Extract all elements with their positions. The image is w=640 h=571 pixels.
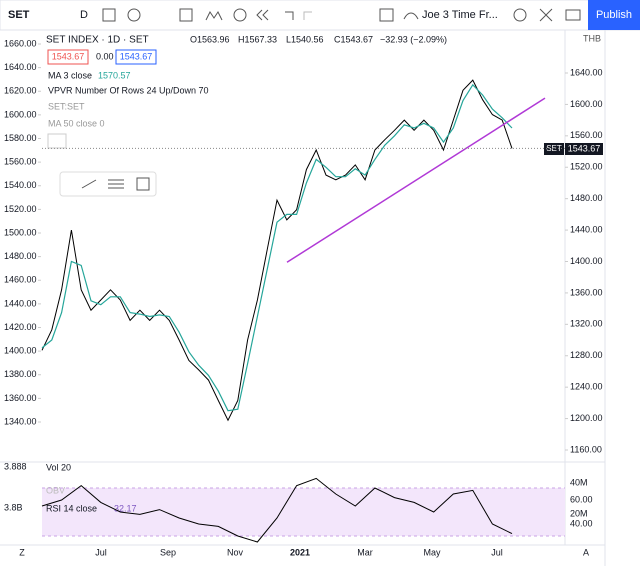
- x-tick-label: Sep: [160, 547, 176, 557]
- x-tick-label: May: [423, 547, 441, 557]
- left-tick-label: 1520.00: [4, 204, 37, 214]
- bid-box[interactable]: [47, 49, 89, 65]
- left-tick-label: 1660.00: [4, 38, 37, 48]
- spread: 0.00: [96, 51, 114, 61]
- symbol[interactable]: SET: [8, 9, 30, 21]
- rsi-band: [42, 488, 565, 536]
- left-tick-label: 1460.00: [4, 275, 37, 285]
- toolbar-icons[interactable]: [102, 8, 581, 22]
- right-tick-label: 1360.00: [570, 287, 603, 297]
- ma50: MA 50 close 0: [48, 118, 105, 128]
- left-tick-label: 1500.00: [4, 227, 37, 237]
- corner-label: A: [583, 547, 589, 557]
- left-tick-label: 1400.00: [4, 346, 37, 356]
- x-tick-label: Jul: [491, 547, 503, 557]
- left-tick-label: 1360.00: [4, 393, 37, 403]
- lower-right-tick: 20M: [570, 508, 588, 518]
- toolbar: [0, 0, 640, 31]
- ask-box[interactable]: [115, 49, 157, 65]
- right-tick-label: 1400.00: [570, 256, 603, 266]
- left-tick-label: 1560.00: [4, 157, 37, 167]
- lower-left-tick: 3.8B: [4, 502, 23, 512]
- x-tick-label: Mar: [357, 547, 373, 557]
- currency[interactable]: THB: [583, 33, 601, 43]
- vpvr: VPVR Number Of Rows 24 Up/Down 70: [48, 85, 209, 95]
- legend-close: C1543.67: [334, 34, 373, 44]
- legend-change: −32.93 (−2.09%): [380, 34, 447, 44]
- price-tag-name: SET: [546, 144, 562, 153]
- interval[interactable]: D: [80, 9, 88, 21]
- compare: SET:SET: [48, 101, 85, 111]
- lower-left-tick: 3.888: [4, 461, 27, 471]
- right-tick-label: 1280.00: [570, 350, 603, 360]
- left-tick-label: 1580.00: [4, 133, 37, 143]
- legend-high: H1567.33: [238, 34, 277, 44]
- right-tick-label: 1640.00: [570, 67, 603, 77]
- ask: 1543.67: [120, 51, 153, 61]
- legend-title: SET INDEX · 1D · SET: [46, 35, 149, 46]
- right-tick-label: 1480.00: [570, 193, 603, 203]
- lower-right-tick: 60.00: [570, 494, 593, 504]
- rsi-value: 32.17: [114, 503, 137, 513]
- publish-button[interactable]: [588, 0, 640, 30]
- price-tag-bg: [565, 143, 603, 155]
- lower-right-tick: 40.00: [570, 518, 593, 528]
- left-tick-label: 1480.00: [4, 251, 37, 261]
- left-tick-label: 1380.00: [4, 369, 37, 379]
- legend-open: O1563.96: [190, 34, 230, 44]
- ma-value: 1570.57: [98, 70, 131, 80]
- publish-label[interactable]: Publish: [596, 9, 632, 21]
- right-tick-label: 1520.00: [570, 162, 603, 172]
- x-tick-label: 2021: [290, 547, 310, 557]
- x-tick-label: Nov: [227, 547, 244, 557]
- collapse-button[interactable]: [47, 133, 67, 149]
- ma-name: MA 3 close: [48, 70, 92, 80]
- bid: 1543.67: [52, 51, 85, 61]
- lower-right-tick: 40M: [570, 477, 588, 487]
- right-tick-label: 1320.00: [570, 319, 603, 329]
- right-tick-label: 1240.00: [570, 382, 603, 392]
- left-tick-label: 1540.00: [4, 180, 37, 190]
- corner-label: Z: [19, 547, 25, 557]
- trend-line: [286, 97, 546, 263]
- left-tick-label: 1620.00: [4, 86, 37, 96]
- left-tick-label: 1640.00: [4, 62, 37, 72]
- right-tick-label: 1560.00: [570, 130, 603, 140]
- legend-low: L1540.56: [286, 34, 324, 44]
- price-tag-name-bg: [544, 143, 564, 155]
- x-tick-label: Jul: [95, 547, 107, 557]
- left-tick-label: 1600.00: [4, 109, 37, 119]
- vol-label: Vol 20: [46, 462, 71, 472]
- rsi-line: [41, 477, 513, 543]
- right-tick-label: 1440.00: [570, 224, 603, 234]
- layout-name[interactable]: Joe 3 Time Fr...: [422, 9, 498, 21]
- right-tick-label: 1200.00: [570, 413, 603, 423]
- price-line: [41, 79, 513, 422]
- left-tick-label: 1440.00: [4, 298, 37, 308]
- price-tag: 1543.67: [568, 143, 601, 153]
- left-tick-label: 1420.00: [4, 322, 37, 332]
- obv-label: OBV: [46, 485, 65, 495]
- right-tick-label: 1600.00: [570, 99, 603, 109]
- price-line: [41, 83, 513, 412]
- drawing-icons[interactable]: [81, 177, 150, 191]
- left-tick-label: 1340.00: [4, 416, 37, 426]
- rsi-label: RSI 14 close: [46, 503, 97, 513]
- right-tick-label: 1160.00: [570, 444, 602, 454]
